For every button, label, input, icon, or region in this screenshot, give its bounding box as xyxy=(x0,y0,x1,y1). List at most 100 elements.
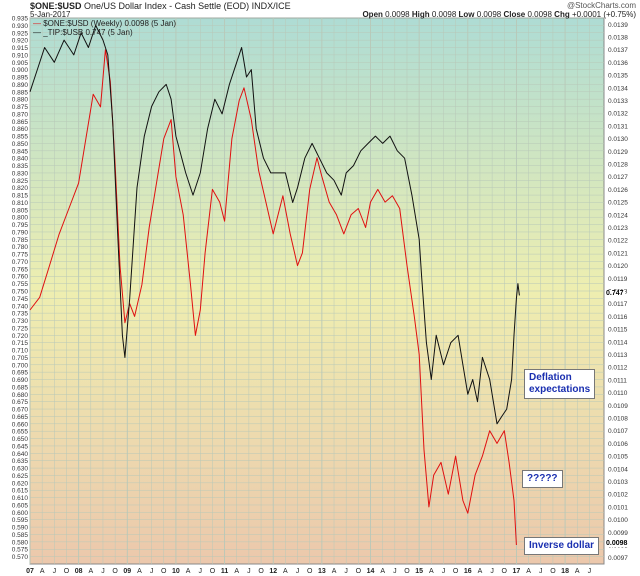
right-tick-label: 0.0128 xyxy=(608,162,628,169)
question-note: ????? xyxy=(522,470,563,488)
ohlc-value: 0.0098 xyxy=(385,10,412,19)
left-tick-label: 0.665 xyxy=(12,414,29,421)
right-tick-label: 0.0105 xyxy=(608,454,628,461)
left-tick-label: 0.750 xyxy=(12,289,29,296)
left-tick-label: 0.920 xyxy=(12,38,29,45)
ohlc-value: 0.0098 xyxy=(431,10,459,19)
x-tick-label: J xyxy=(53,568,57,575)
right-tick-label: 0.0110 xyxy=(608,390,628,397)
left-tick-label: 0.660 xyxy=(12,421,29,428)
left-tick-label: 0.730 xyxy=(12,318,29,325)
x-tick-label: O xyxy=(453,568,459,575)
x-tick-label: 11 xyxy=(221,568,229,575)
x-tick-label: A xyxy=(186,568,191,575)
left-tick-label: 0.610 xyxy=(12,495,29,502)
x-tick-label: O xyxy=(307,568,313,575)
left-tick-label: 0.805 xyxy=(12,207,29,214)
tip-last-value: 0.747 xyxy=(605,290,625,298)
x-tick-label: J xyxy=(199,568,203,575)
left-tick-label: 0.930 xyxy=(12,23,29,30)
right-tick-label: 0.0102 xyxy=(608,492,628,499)
right-tick-label: 0.0113 xyxy=(608,352,628,359)
left-tick-label: 0.790 xyxy=(12,229,29,236)
left-tick-label: 0.585 xyxy=(12,532,29,539)
left-tick-label: 0.710 xyxy=(12,348,29,355)
left-tick-label: 0.715 xyxy=(12,340,29,347)
x-tick-label: 08 xyxy=(75,568,83,575)
right-tick-label: 0.0124 xyxy=(608,212,628,219)
x-tick-label: O xyxy=(258,568,264,575)
ohlc-label: Open xyxy=(362,10,386,19)
left-tick-label: 0.855 xyxy=(12,134,29,141)
left-tick-label: 0.630 xyxy=(12,466,29,473)
left-tick-label: 0.675 xyxy=(12,399,29,406)
ohlc-value: +0.0001 (+0.75%) xyxy=(571,10,636,19)
right-tick-label: 0.0106 xyxy=(608,441,628,448)
watermark: @StockCharts.com xyxy=(566,1,636,10)
x-tick-label: O xyxy=(64,568,70,575)
right-tick-label: 0.0123 xyxy=(608,225,628,232)
chart-header: $ONE:$USD One/US Dollar Index - Cash Set… xyxy=(30,1,291,11)
left-tick-label: 0.775 xyxy=(12,252,29,259)
left-tick-label: 0.705 xyxy=(12,355,29,362)
left-tick-label: 0.865 xyxy=(12,119,29,126)
left-tick-label: 0.650 xyxy=(12,436,29,443)
left-tick-label: 0.875 xyxy=(12,104,29,111)
right-tick-label: 0.0101 xyxy=(608,504,628,511)
ohlc-label: Chg xyxy=(554,10,572,19)
left-tick-label: 0.670 xyxy=(12,407,29,414)
left-tick-label: 0.735 xyxy=(12,311,29,318)
left-tick-label: 0.780 xyxy=(12,244,29,251)
right-tick-label: 0.0111 xyxy=(608,377,627,384)
x-tick-label: A xyxy=(332,568,337,575)
left-tick-label: 0.895 xyxy=(12,75,29,82)
left-tick-label: 0.595 xyxy=(12,517,29,524)
x-tick-label: O xyxy=(550,568,556,575)
left-tick-label: 0.885 xyxy=(12,89,29,96)
ohlc-label: High xyxy=(411,10,432,19)
symbol-description: One/US Dollar Index - Cash Settle (EOD) … xyxy=(84,1,291,11)
x-tick-label: J xyxy=(247,568,251,575)
right-tick-label: 0.0107 xyxy=(608,428,628,435)
left-tick-label: 0.760 xyxy=(12,274,29,281)
right-tick-label: 0.0135 xyxy=(608,73,628,80)
x-tick-label: O xyxy=(356,568,362,575)
right-tick-label: 0.0121 xyxy=(608,250,628,257)
right-tick-label: 0.0132 xyxy=(608,111,628,118)
deflation-expectations-note: Deflation expectations xyxy=(524,369,596,399)
right-tick-label: 0.0097 xyxy=(608,555,628,562)
left-tick-label: 0.695 xyxy=(12,370,29,377)
right-tick-label: 0.0139 xyxy=(608,22,628,29)
series-line-tip xyxy=(29,24,520,425)
left-tick-label: 0.880 xyxy=(12,97,29,104)
left-tick-label: 0.825 xyxy=(12,178,29,185)
left-tick-label: 0.685 xyxy=(12,384,29,391)
legend: — $ONE:$USD (Weekly) 0.0098 (5 Jan) — _T… xyxy=(33,19,176,37)
x-tick-label: 15 xyxy=(415,568,423,575)
right-tick-label: 0.0116 xyxy=(608,314,628,321)
legend-usd: — $ONE:$USD (Weekly) 0.0098 (5 Jan) xyxy=(33,19,177,28)
left-tick-label: 0.835 xyxy=(12,163,29,170)
symbol-title: $ONE:$USD xyxy=(30,1,82,11)
left-tick-label: 0.570 xyxy=(12,554,29,561)
left-tick-label: 0.740 xyxy=(12,303,29,310)
legend-tip: — _TIP:$USB 0.747 (5 Jan) xyxy=(33,28,133,37)
right-tick-label: 0.0119 xyxy=(608,276,628,283)
ohlc-readout: Open 0.0098 High 0.0098 Low 0.0098 Close… xyxy=(362,10,636,19)
left-tick-label: 0.725 xyxy=(12,325,29,332)
left-tick-label: 0.890 xyxy=(12,82,29,89)
x-tick-label: A xyxy=(88,568,93,575)
left-tick-label: 0.590 xyxy=(12,525,29,532)
left-tick-label: 0.575 xyxy=(12,547,29,554)
left-tick-label: 0.690 xyxy=(12,377,29,384)
left-tick-label: 0.830 xyxy=(12,170,29,177)
ohlc-label: Close xyxy=(503,10,528,19)
left-tick-label: 0.810 xyxy=(12,200,29,207)
x-tick-label: J xyxy=(150,568,154,575)
x-tick-label: 07 xyxy=(26,568,34,575)
left-tick-label: 0.905 xyxy=(12,60,29,67)
x-tick-label: A xyxy=(283,568,288,575)
x-tick-label: 17 xyxy=(513,568,521,575)
x-tick-label: J xyxy=(442,568,446,575)
